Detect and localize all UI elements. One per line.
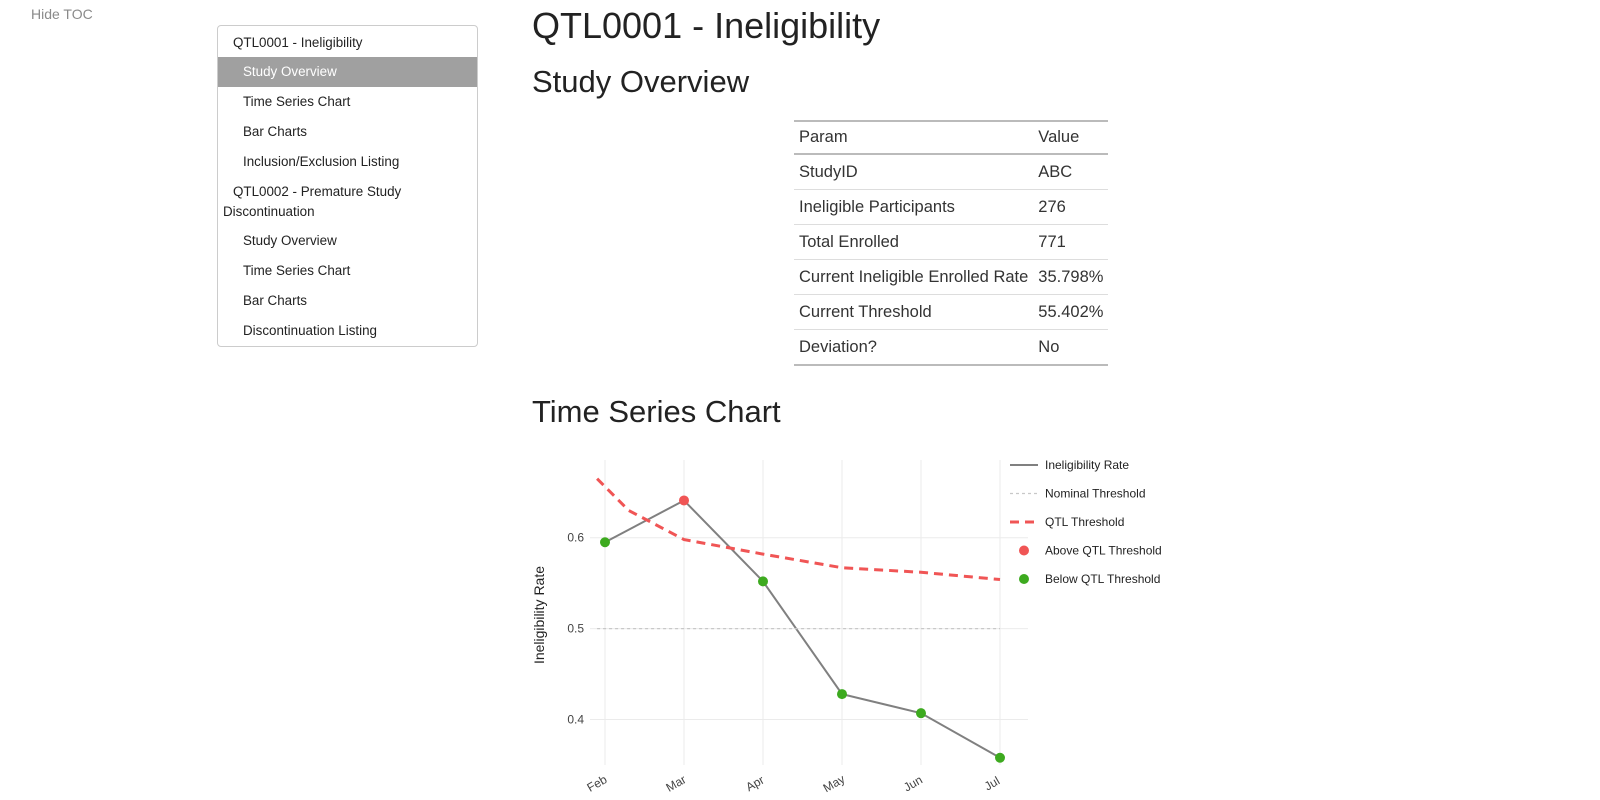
value-cell: 55.402% <box>1033 294 1109 330</box>
param-cell: Ineligible Participants <box>794 189 1034 225</box>
toc-item-time-series-chart-2[interactable]: Time Series Chart <box>243 263 351 278</box>
value-cell: No <box>1038 337 1060 356</box>
legend-label: Nominal Threshold <box>1045 487 1146 501</box>
data-point <box>758 576 768 587</box>
param-cell: Total Enrolled <box>794 224 1034 260</box>
data-point <box>679 495 689 506</box>
value-cell: ABC <box>1033 154 1109 190</box>
data-point <box>600 537 610 548</box>
y-axis-label: Ineligibility Rate <box>531 566 547 664</box>
page-title: QTL0001 - Ineligibility <box>532 5 881 46</box>
legend-swatch <box>1019 545 1029 556</box>
table-row: Current Threshold 55.402% <box>794 294 1109 330</box>
table-row: Ineligible Participants 276 <box>794 189 1109 225</box>
x-tick-label: May <box>821 772 848 795</box>
time-series-chart: Feb Mar Apr May Jun Jul 0.4 0.5 0.6 Ineligibility… <box>531 458 1162 795</box>
table-row: Current Ineligible Enrolled Rate 35.798% <box>794 259 1109 295</box>
hide-toc-link[interactable]: Hide TOC <box>31 6 93 22</box>
data-point <box>837 689 847 700</box>
value-cell: 276 <box>1033 189 1109 225</box>
value-cell: 35.798% <box>1033 259 1109 295</box>
x-tick-label: Jul <box>982 774 1002 794</box>
table-row: Total Enrolled 771 <box>794 224 1109 260</box>
study-overview-table: Param Value StudyID ABC Ineligible Parti… <box>794 120 1109 366</box>
series-line-qtl-threshold <box>596 477 1001 582</box>
toc-item-study-overview[interactable]: Study Overview <box>218 57 477 87</box>
table-of-contents: QTL0001 - Ineligibility Study Overview T… <box>217 25 478 347</box>
toc-item-qtl0002[interactable]: QTL0002 - Premature Study Discontinuatio… <box>223 184 402 219</box>
toc-item-study-overview-2[interactable]: Study Overview <box>243 233 337 248</box>
toc-item-time-series-chart[interactable]: Time Series Chart <box>243 94 351 109</box>
legend-swatch <box>1019 574 1029 584</box>
data-point <box>916 708 926 719</box>
y-tick-label: 0.6 <box>567 531 584 545</box>
series-line-ineligibility-rate <box>604 499 1001 759</box>
toc-item-bar-charts-2[interactable]: Bar Charts <box>243 293 307 308</box>
legend-label: Above QTL Threshold <box>1045 544 1162 558</box>
legend-label: Ineligibility Rate <box>1045 458 1129 472</box>
column-header-param: Param <box>794 121 1034 155</box>
legend-label: Below QTL Threshold <box>1045 572 1160 586</box>
table-row: Deviation? No <box>794 330 1108 366</box>
x-tick-label: Mar <box>664 772 689 794</box>
x-tick-label: Apr <box>743 773 766 794</box>
legend-label: QTL Threshold <box>1045 515 1124 529</box>
value-cell: 771 <box>1033 224 1109 260</box>
y-tick-label: 0.4 <box>567 713 584 727</box>
param-cell: Current Ineligible Enrolled Rate <box>794 259 1034 295</box>
toc-item-qtl0001[interactable]: QTL0001 - Ineligibility <box>233 35 363 50</box>
param-cell: StudyID <box>794 154 1034 190</box>
data-point <box>995 752 1005 763</box>
table-row: StudyID ABC <box>794 154 1109 190</box>
x-tick-label: Jun <box>901 773 925 795</box>
param-cell: Deviation? <box>799 337 877 356</box>
y-tick-label: 0.5 <box>567 622 584 636</box>
x-tick-label: Feb <box>585 772 610 795</box>
toc-item-inclusion-exclusion-listing[interactable]: Inclusion/Exclusion Listing <box>243 154 400 169</box>
study-overview-heading: Study Overview <box>532 64 750 99</box>
param-cell: Current Threshold <box>794 294 1034 330</box>
time-series-heading: Time Series Chart <box>532 394 781 429</box>
toc-item-bar-charts[interactable]: Bar Charts <box>243 124 307 139</box>
table-header-row: Param Value <box>794 121 1109 155</box>
column-header-value: Value <box>1033 121 1109 155</box>
toc-item-discontinuation-listing[interactable]: Discontinuation Listing <box>243 323 377 338</box>
